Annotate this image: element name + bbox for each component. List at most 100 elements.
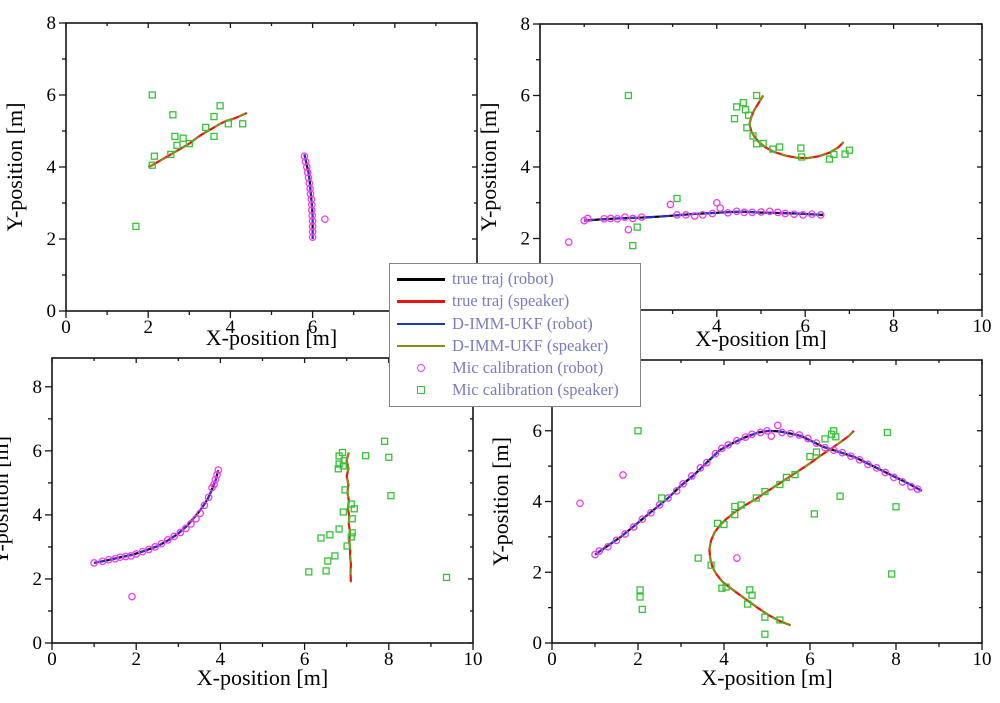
circle-marker: [111, 554, 120, 563]
circle-marker: [564, 238, 573, 246]
square-marker: [782, 473, 791, 482]
x-tick-label: 10: [973, 649, 992, 670]
y-tick-label: 2: [533, 562, 543, 583]
circle-marker: [321, 215, 329, 224]
square-marker: [324, 557, 332, 565]
circle-marker: [204, 493, 213, 502]
square-marker: [836, 492, 844, 500]
square-marker: [442, 573, 451, 582]
y-tick-label: 0: [47, 301, 57, 322]
y-tick-label: 8: [33, 377, 43, 398]
x-tick-label: 6: [300, 649, 310, 670]
circle-marker: [795, 431, 804, 439]
x-tick-label: 0: [61, 317, 71, 338]
square-marker: [841, 150, 849, 158]
circle-marker: [300, 152, 309, 161]
square-marker: [185, 139, 193, 148]
plot-frame: [539, 23, 983, 311]
square-marker: [629, 241, 637, 250]
plot-frame: [551, 359, 983, 644]
y-tick-label: 8: [47, 13, 57, 34]
circle-marker: [881, 468, 890, 477]
circle-marker: [672, 487, 681, 495]
circle-marker: [308, 222, 317, 231]
square-marker: [759, 139, 767, 148]
x-tick-label: 4: [719, 649, 729, 670]
square-marker: [339, 508, 347, 516]
square-marker: [179, 134, 187, 142]
x-tick-label: 4: [712, 316, 722, 337]
square-marker: [749, 132, 757, 140]
square-marker: [776, 480, 784, 489]
square-marker: [720, 520, 728, 529]
circle-marker: [781, 209, 790, 218]
circle-marker: [748, 208, 757, 217]
square-marker: [830, 150, 838, 159]
circle-marker: [182, 524, 190, 533]
robot-trajectory-estimate-line: [584, 210, 823, 222]
square-marker: [657, 494, 666, 502]
square-marker: [718, 584, 726, 592]
legend-item-label: true traj (speaker): [452, 291, 570, 311]
y-tick-label: 2: [521, 229, 531, 250]
circle-marker: [624, 225, 633, 234]
circle-marker: [698, 211, 707, 219]
x-tick-label: 6: [308, 317, 318, 338]
square-marker: [743, 600, 752, 608]
circle-marker: [211, 475, 220, 484]
circle-marker: [132, 550, 141, 558]
square-marker: [322, 567, 330, 575]
circle-marker: [306, 190, 315, 198]
square-marker: [348, 529, 356, 537]
circle-marker: [690, 212, 699, 220]
x-tick-label: 8: [384, 649, 394, 670]
legend-item: D-IMM-UKF (speaker): [394, 336, 636, 357]
circle-marker: [604, 542, 612, 551]
legend-circle-marker-icon: [394, 364, 448, 373]
circle-marker: [301, 157, 310, 166]
circle-marker: [308, 217, 317, 225]
square-marker: [892, 503, 900, 511]
circle-marker: [773, 421, 782, 430]
x-tick-label: 2: [143, 317, 153, 338]
square-marker: [305, 568, 313, 576]
circle-marker: [629, 523, 638, 531]
circle-marker: [799, 211, 807, 219]
circle-marker: [157, 539, 166, 548]
circle-marker: [621, 530, 629, 538]
x-axis-label: X-position [m]: [695, 326, 826, 351]
square-marker: [761, 487, 769, 496]
square-marker: [169, 111, 177, 119]
square-marker: [743, 124, 751, 132]
square-marker: [769, 145, 777, 153]
circle-marker: [307, 206, 316, 215]
square-marker: [730, 115, 739, 123]
x-axis-label: X-position [m]: [206, 325, 337, 350]
square-marker: [845, 146, 854, 154]
circle-marker: [192, 514, 200, 523]
circle-marker: [778, 428, 786, 437]
circle-marker: [816, 211, 825, 219]
circle-marker: [595, 547, 604, 555]
circle-marker: [838, 448, 847, 457]
circle-marker: [711, 449, 720, 458]
square-marker: [739, 99, 747, 107]
y-tick-label: 0: [533, 633, 543, 654]
square-marker: [752, 494, 760, 502]
square-marker: [791, 470, 799, 479]
circle-marker: [748, 430, 756, 439]
square-marker: [331, 552, 339, 560]
square-marker: [216, 102, 224, 110]
legend-item: Mic calibration (speaker): [394, 380, 636, 401]
circle-marker: [583, 214, 592, 223]
circle-marker: [305, 179, 314, 188]
circle-marker: [733, 554, 741, 562]
circle-marker: [638, 515, 647, 524]
square-marker: [150, 152, 159, 160]
square-marker: [338, 448, 347, 457]
circle-marker: [307, 195, 316, 204]
x-tick-label: 6: [805, 649, 815, 670]
y-tick-label: 6: [33, 441, 43, 462]
y-tick-label: 2: [47, 229, 57, 250]
